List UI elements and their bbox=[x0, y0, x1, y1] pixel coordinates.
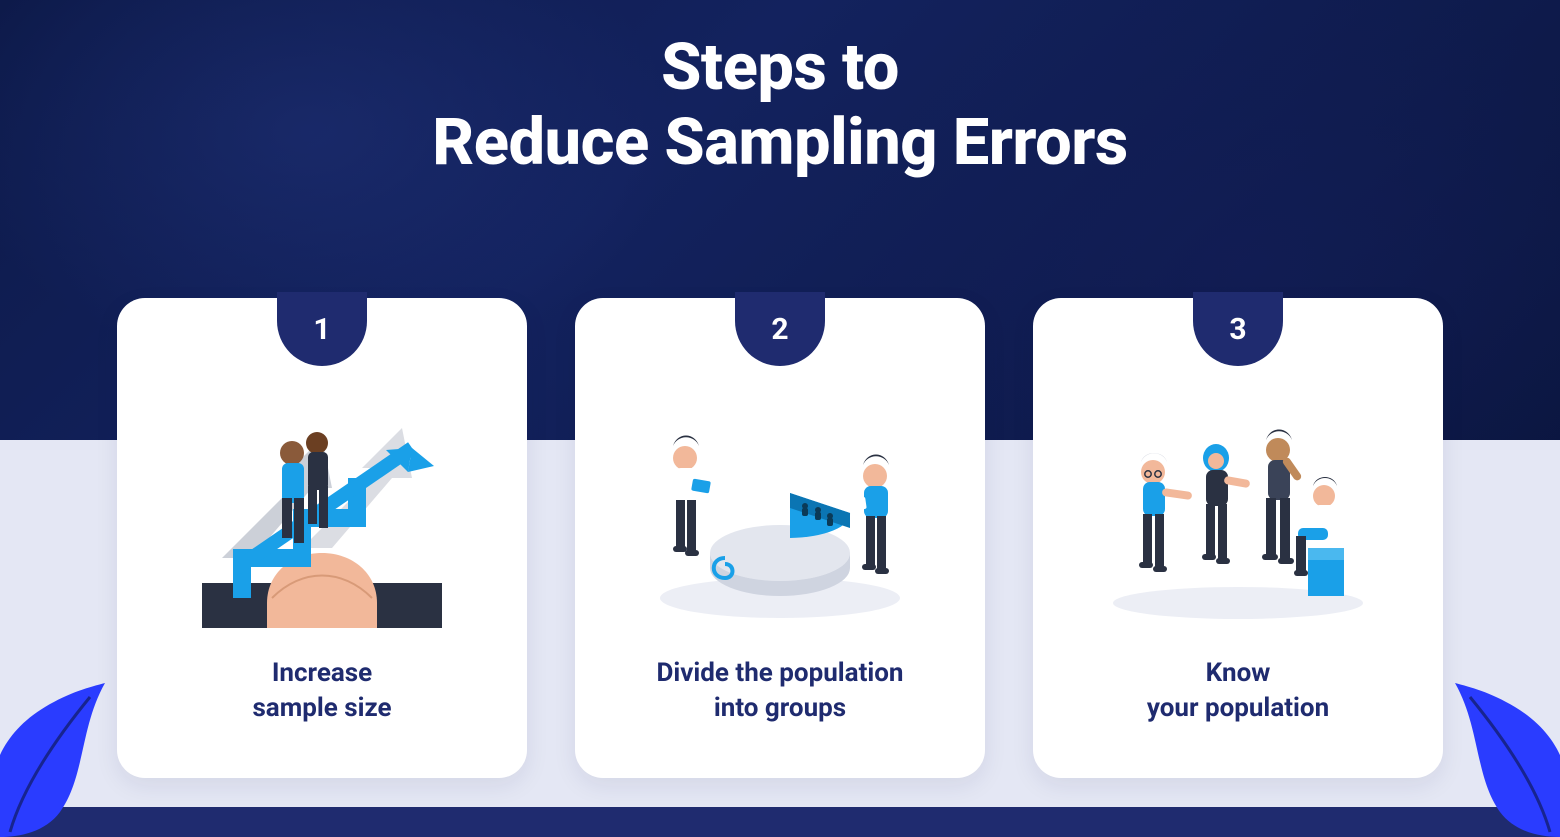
card-1-caption: Increase sample size bbox=[252, 656, 391, 726]
footer-bar bbox=[0, 807, 1560, 837]
card-3-number: 3 bbox=[1229, 312, 1246, 347]
card-1: 1 bbox=[117, 298, 527, 778]
card-3-badge: 3 bbox=[1193, 292, 1283, 366]
card-3-caption: Know your population bbox=[1147, 656, 1329, 726]
card-2-number: 2 bbox=[771, 312, 788, 347]
card-3: 3 bbox=[1033, 298, 1443, 778]
card-1-badge: 1 bbox=[277, 292, 367, 366]
card-2-illustration bbox=[640, 398, 920, 628]
card-2: 2 bbox=[575, 298, 985, 778]
card-2-badge: 2 bbox=[735, 292, 825, 366]
card-3-illustration bbox=[1098, 398, 1378, 628]
title-line-1: Steps to bbox=[0, 30, 1560, 105]
infographic-stage: Steps to Reduce Sampling Errors 1 bbox=[0, 0, 1560, 837]
card-2-caption: Divide the population into groups bbox=[656, 656, 903, 726]
title-line-2: Reduce Sampling Errors bbox=[0, 105, 1560, 180]
card-1-number: 1 bbox=[313, 312, 330, 347]
page-title: Steps to Reduce Sampling Errors bbox=[0, 30, 1560, 180]
card-1-illustration bbox=[182, 398, 462, 628]
cards-row: 1 bbox=[0, 298, 1560, 778]
